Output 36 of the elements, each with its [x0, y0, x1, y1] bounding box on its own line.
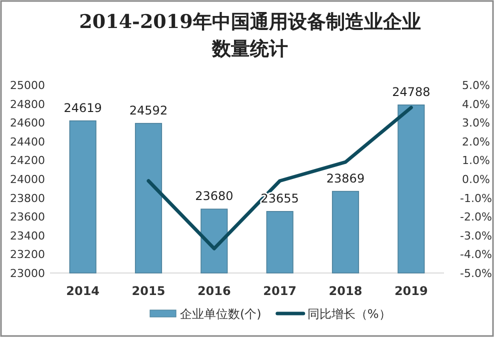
y-tick-label: 23200 [10, 248, 45, 262]
data-label: 23680 [195, 189, 234, 204]
x-tick-label: 2018 [328, 284, 362, 298]
y-tick-label: 24400 [10, 135, 45, 148]
x-tick-label: 2015 [132, 284, 166, 298]
y-tick-label: 23600 [10, 210, 45, 224]
y-tick-label: 23400 [10, 229, 45, 242]
y-tick-label: 24600 [10, 116, 45, 130]
x-tick-label: 2014 [66, 284, 100, 298]
y2-tick-label: -4.0% [460, 248, 492, 262]
y-tick-label: 24800 [10, 98, 45, 111]
y2-tick-label: 3.0% [462, 116, 490, 130]
y-tick-label: 25000 [10, 79, 45, 92]
x-tick-label: 2016 [197, 284, 231, 298]
y2-tick-label: 0.0% [462, 173, 490, 186]
y-tick-label: 23000 [10, 267, 45, 280]
y2-tick-label: 5.0% [462, 79, 490, 92]
data-label: 24788 [392, 84, 430, 99]
legend-label: 企业单位数(个) [180, 307, 262, 321]
y2-tick-label: -3.0% [460, 229, 492, 242]
y2-tick-label: -1.0% [460, 192, 492, 205]
y-tick-label: 24000 [10, 173, 45, 186]
y-tick-label: 24200 [10, 154, 45, 168]
y2-tick-label: 2.0% [462, 135, 490, 148]
x-tick-label: 2019 [394, 284, 428, 298]
chart-title: 2014-2019年中国通用设备制造业企业数量统计 [79, 11, 421, 60]
data-label: 24592 [129, 103, 168, 118]
legend-label: 同比增长（%） [307, 307, 391, 321]
y2-tick-label: 4.0% [462, 98, 490, 111]
y2-tick-label: -2.0% [460, 210, 492, 224]
y2-tick-label: 1.0% [462, 154, 490, 168]
y-tick-label: 23800 [10, 192, 45, 205]
data-label: 24619 [64, 100, 102, 115]
x-tick-label: 2017 [263, 284, 297, 298]
data-label: 23869 [326, 171, 365, 186]
y2-tick-label: -5.0% [460, 267, 492, 280]
